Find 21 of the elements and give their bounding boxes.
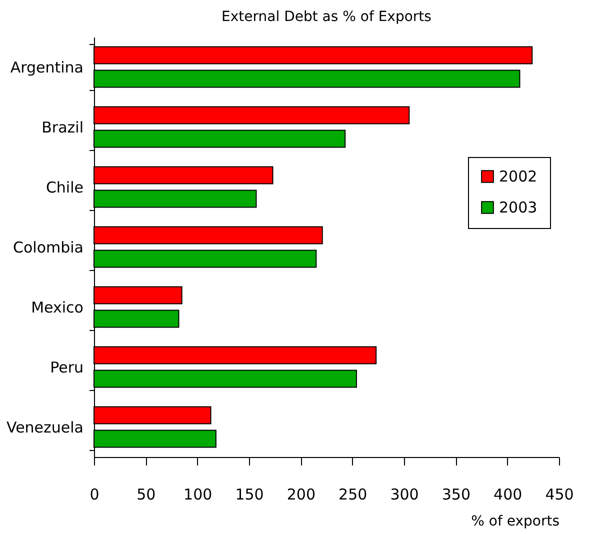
y-tick-label: Argentina — [10, 58, 84, 76]
x-tick-label: 450 — [545, 486, 574, 504]
x-tick-label: 300 — [390, 486, 419, 504]
legend-label: 2003 — [499, 198, 538, 216]
x-tick-label: 50 — [136, 486, 156, 504]
y-tick-label: Colombia — [13, 238, 84, 256]
x-tick-label: 150 — [235, 486, 264, 504]
x-tick-label: 0 — [90, 486, 100, 504]
x-tick-label: 200 — [286, 486, 316, 504]
x-tick-label: 350 — [442, 486, 470, 504]
x-axis-title: % of exports — [471, 514, 560, 530]
x-tick-label: 400 — [494, 486, 522, 504]
y-tick-label: Chile — [46, 178, 84, 196]
y-tick-label: Venezuela — [6, 418, 84, 436]
y-tick-label: Peru — [50, 358, 84, 376]
y-tick-label: Mexico — [31, 298, 84, 316]
x-tick-label: 100 — [184, 486, 212, 504]
legend-label: 2002 — [499, 168, 538, 186]
y-tick-label: Brazil — [42, 118, 84, 136]
x-tick-label: 250 — [338, 486, 368, 504]
chart-title: External Debt as % of Exports — [222, 9, 432, 25]
